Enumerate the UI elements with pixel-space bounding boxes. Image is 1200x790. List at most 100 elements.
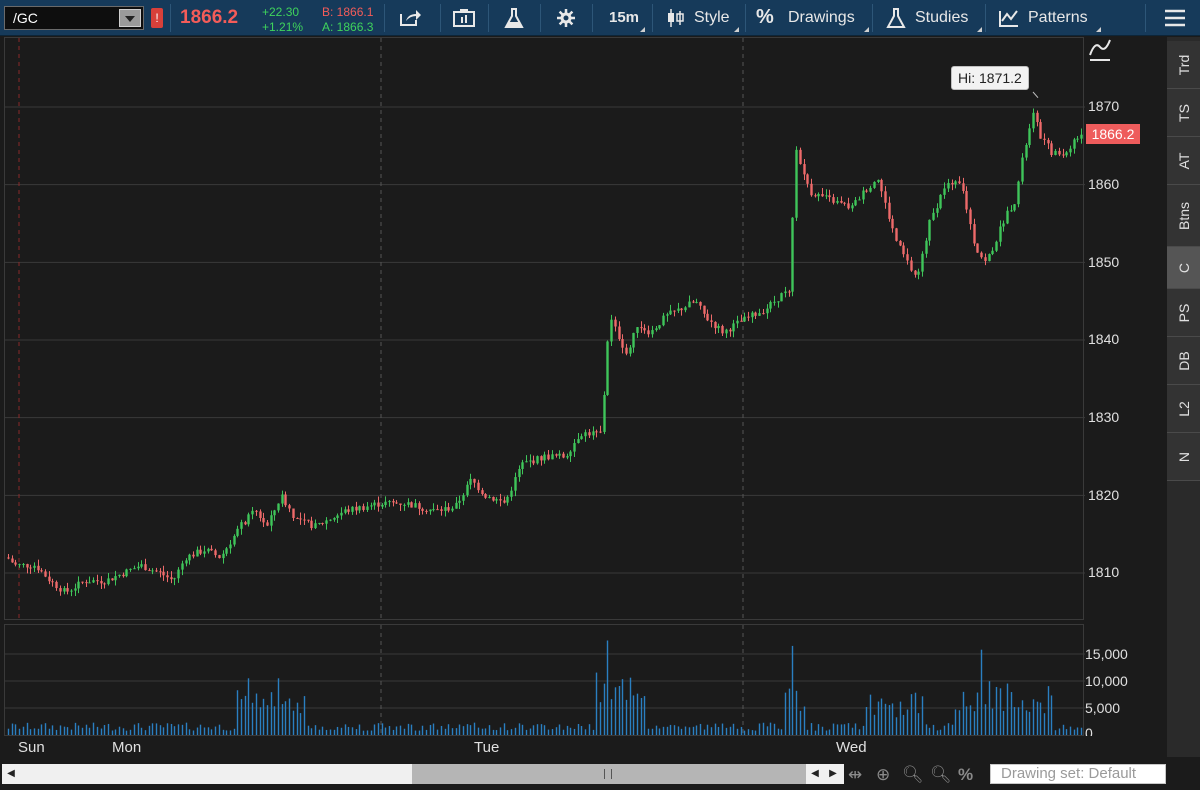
candle-body — [481, 490, 484, 495]
price-scale-settings-icon[interactable] — [1088, 38, 1112, 62]
scrollbar-thumb[interactable] — [412, 764, 806, 784]
percent-scale-icon[interactable]: % — [958, 765, 974, 784]
flask-icon[interactable] — [504, 7, 524, 29]
price-chart-svg[interactable] — [5, 38, 1085, 621]
candle-body — [902, 245, 905, 255]
percent-icon[interactable]: % — [756, 6, 774, 28]
side-tab-c[interactable]: C — [1167, 247, 1200, 289]
candle-body — [144, 564, 147, 571]
candle-body — [643, 328, 646, 331]
symbol-dropdown-button[interactable] — [119, 9, 141, 27]
candle-body — [122, 574, 125, 577]
candle-body — [692, 301, 695, 303]
candle-body — [788, 291, 791, 293]
candle-body — [1010, 210, 1013, 212]
candle-body — [747, 316, 750, 318]
hamburger-menu-icon[interactable] — [1164, 7, 1186, 29]
side-tab-l2[interactable]: L2 — [1167, 385, 1200, 433]
studies-menu[interactable]: Studies — [915, 9, 969, 26]
candle-body — [503, 500, 506, 503]
candle-body — [399, 503, 402, 505]
candle-body — [288, 505, 291, 509]
candle-body — [266, 522, 269, 526]
side-tab-db[interactable]: DB — [1167, 337, 1200, 385]
price-chart-pane[interactable] — [4, 37, 1085, 621]
expand-time-icon[interactable]: ⇹ — [848, 765, 863, 784]
side-tab-btns[interactable]: Btns — [1167, 185, 1200, 247]
candle-body — [281, 494, 284, 504]
scroll-right-arrow[interactable]: ▶ — [829, 768, 837, 779]
candle-body — [773, 301, 776, 303]
candle-body — [865, 190, 868, 192]
side-tab-ps[interactable]: PS — [1167, 289, 1200, 337]
patterns-menu[interactable]: Patterns — [1028, 9, 1088, 26]
candle-body — [355, 506, 358, 511]
day-label: Mon — [112, 739, 142, 756]
candle-body — [577, 439, 580, 444]
symbol-selector[interactable]: /GC — [4, 6, 144, 30]
candle-body — [388, 501, 391, 503]
candle-body — [358, 506, 361, 511]
candle-body — [251, 510, 254, 515]
timeframe-selector[interactable]: 15m — [609, 9, 640, 26]
candle-body — [33, 565, 36, 568]
price-axis[interactable]: 1870 1866.2 1860 1850 1840 1830 1820 181… — [1084, 37, 1166, 620]
candle-body — [340, 512, 343, 516]
side-tab-label: Trd — [1175, 54, 1192, 75]
candle-body — [236, 528, 239, 536]
gear-icon[interactable] — [556, 7, 576, 29]
studies-flask-icon[interactable] — [886, 7, 906, 29]
style-menu[interactable]: Style — [694, 9, 730, 26]
zoom-in-icon[interactable]: 🔍︎ — [902, 765, 924, 784]
candle-body — [840, 200, 843, 203]
candle-body — [525, 461, 528, 463]
side-tab-ts[interactable]: TS — [1167, 89, 1200, 137]
candle-body — [170, 577, 173, 580]
candle-body — [758, 313, 761, 316]
volume-chart-pane[interactable] — [4, 624, 1085, 737]
time-axis[interactable]: Sun Mon Tue Wed — [4, 737, 1084, 759]
candle-body — [958, 181, 961, 184]
candle-body — [495, 499, 498, 501]
candle-body — [555, 454, 558, 456]
candle-body — [240, 522, 243, 529]
patterns-icon[interactable] — [998, 7, 1020, 29]
share-icon[interactable] — [398, 7, 422, 29]
candle-body — [1013, 204, 1016, 211]
crosshair-icon[interactable]: ⊕ — [876, 765, 891, 784]
screenshot-icon[interactable] — [452, 7, 476, 29]
candle-body — [299, 518, 302, 520]
candle-body — [936, 208, 939, 213]
candlestick-icon[interactable] — [666, 7, 686, 29]
candle-body — [547, 454, 550, 460]
side-tab-trd[interactable]: Trd — [1167, 41, 1200, 89]
candle-body — [48, 576, 51, 582]
candle-body — [921, 253, 924, 272]
scroll-left-arrow-2[interactable]: ◀ — [811, 768, 819, 779]
side-tab-n[interactable]: N — [1167, 433, 1200, 481]
side-tab-label: L2 — [1175, 400, 1192, 417]
alert-flag-icon[interactable]: ! — [151, 8, 163, 28]
candle-body — [766, 308, 769, 314]
volume-axis[interactable]: 15,000 10,000 5,000 0 — [1084, 624, 1166, 736]
zoom-out-icon[interactable]: 🔍︎ — [930, 765, 952, 784]
toolbar-divider — [1145, 4, 1146, 32]
candle-body — [825, 195, 828, 197]
volume-chart-svg[interactable] — [5, 625, 1085, 737]
candle-body — [666, 314, 669, 316]
candle-body — [88, 582, 91, 584]
side-tab-at[interactable]: AT — [1167, 137, 1200, 185]
candle-body — [1032, 112, 1035, 129]
candle-body — [699, 301, 702, 306]
chart-scrollbar[interactable]: ◀ ◀ ▶ ⇹ ⊕ 🔍︎ 🔍︎ % Drawing set: Default — [0, 762, 1200, 786]
scroll-left-arrow[interactable]: ◀ — [7, 768, 15, 779]
candle-body — [965, 190, 968, 210]
candle-body — [218, 555, 221, 559]
candle-body — [584, 432, 587, 437]
drawings-menu[interactable]: Drawings — [788, 9, 855, 26]
candle-body — [910, 260, 913, 271]
candle-body — [207, 548, 210, 552]
candle-body — [114, 576, 117, 581]
drawing-set-selector[interactable]: Drawing set: Default — [990, 764, 1166, 784]
